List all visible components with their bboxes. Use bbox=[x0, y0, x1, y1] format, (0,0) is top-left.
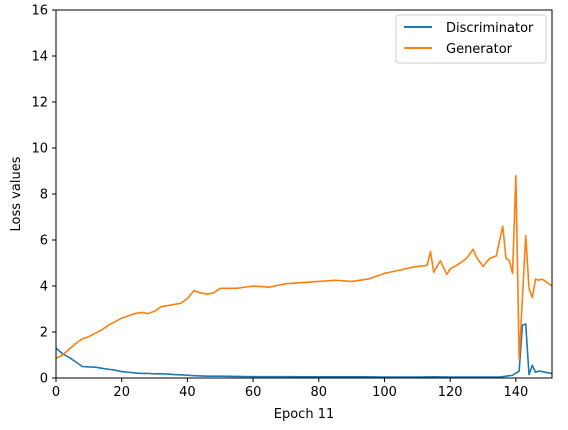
y-tick-label: 10 bbox=[31, 142, 48, 157]
x-tick-label: 100 bbox=[372, 385, 397, 400]
y-axis-label: Loss values bbox=[9, 156, 24, 231]
y-tick-label: 8 bbox=[40, 188, 48, 203]
x-tick-label: 120 bbox=[438, 385, 463, 400]
y-tick-label: 6 bbox=[40, 234, 48, 249]
y-tick-label: 0 bbox=[40, 372, 48, 387]
x-tick-label: 40 bbox=[179, 385, 196, 400]
y-tick-label: 2 bbox=[40, 326, 48, 341]
x-tick-label: 140 bbox=[503, 385, 528, 400]
x-tick-label: 60 bbox=[245, 385, 262, 400]
legend-label-discriminator: Discriminator bbox=[446, 21, 534, 36]
y-tick-label: 14 bbox=[31, 50, 48, 65]
legend-label-generator: Generator bbox=[446, 42, 513, 57]
x-tick-label: 80 bbox=[311, 385, 328, 400]
legend: Discriminator Generator bbox=[396, 15, 546, 63]
x-axis-label: Epoch 11 bbox=[274, 407, 334, 422]
x-tick-label: 20 bbox=[113, 385, 130, 400]
y-tick-label: 16 bbox=[31, 4, 48, 19]
y-tick-label: 12 bbox=[31, 96, 48, 111]
y-tick-label: 4 bbox=[40, 280, 48, 295]
x-tick-label: 0 bbox=[52, 385, 60, 400]
